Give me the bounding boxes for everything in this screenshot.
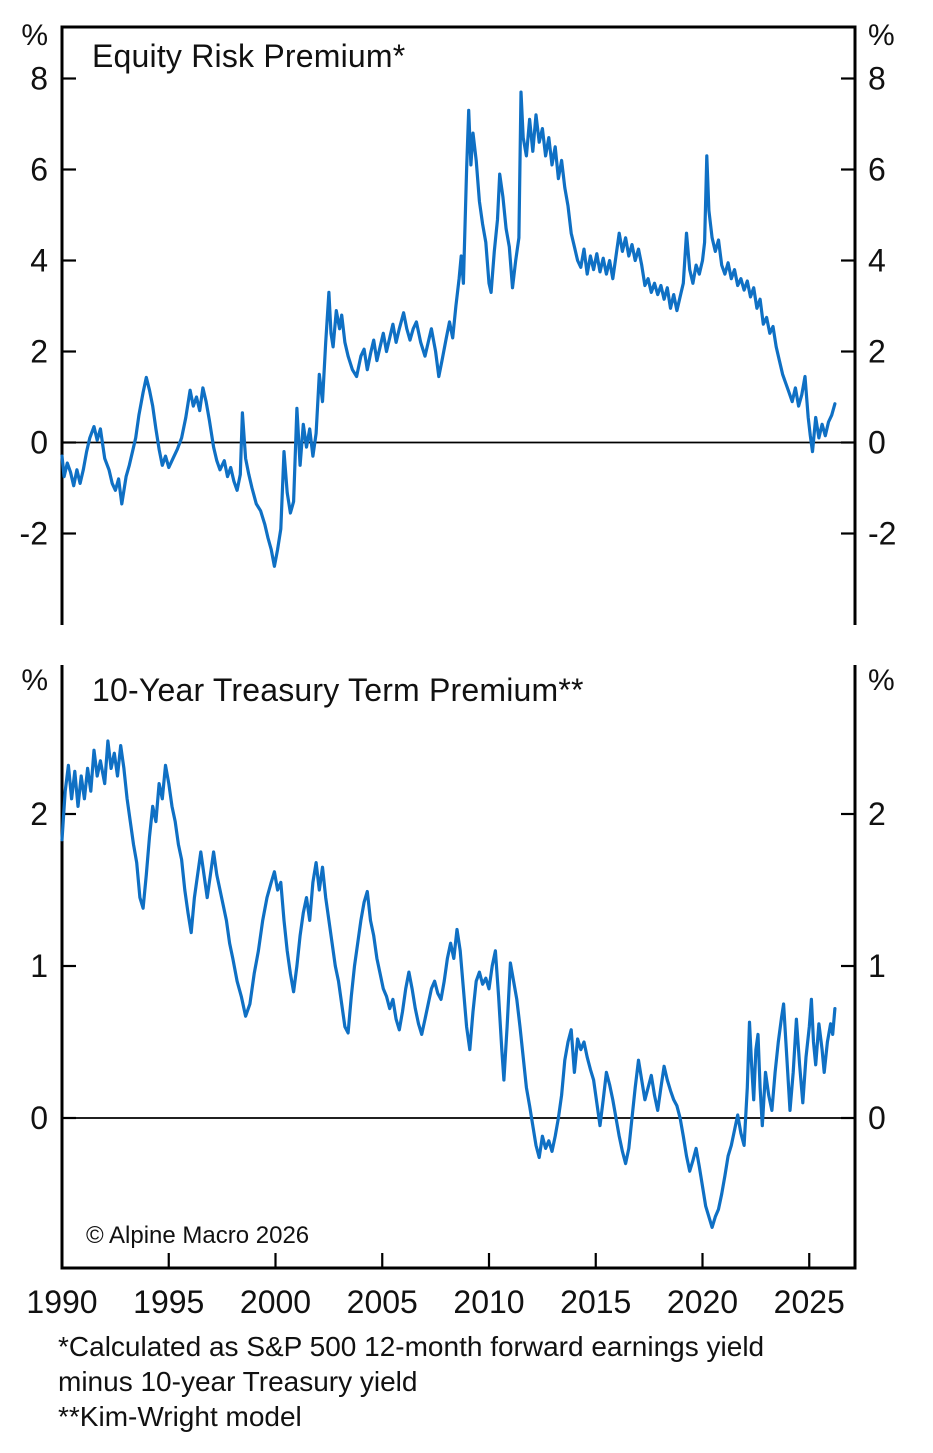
panel-2-line-series xyxy=(60,739,837,1229)
copyright-note: © Alpine Macro 2026 xyxy=(86,1222,310,1249)
x-tick-label: 2010 xyxy=(453,1284,524,1320)
panel-1-y-tick-label-right: 2 xyxy=(868,334,886,370)
panel-1-y-tick-label-left: 0 xyxy=(30,425,48,461)
panel-2-unit-label-left: % xyxy=(21,664,48,697)
panel-1-y-tick-label-left: 2 xyxy=(30,334,48,370)
panel-1-y-tick-label-right: 4 xyxy=(868,243,886,279)
panel-1-y-tick-label-left: -2 xyxy=(20,516,48,552)
panel-2-unit-label-right: % xyxy=(868,664,895,697)
panel-2-y-tick-label-right: 1 xyxy=(868,948,886,984)
footnote-line-1: *Calculated as S&P 500 12-month forward … xyxy=(58,1331,765,1362)
panel-2-title: 10-Year Treasury Term Premium** xyxy=(92,672,584,708)
panel-1-y-tick-label-left: 4 xyxy=(30,243,48,279)
panel-1-y-tick-label-right: 8 xyxy=(868,61,886,97)
footnote-line-3: **Kim-Wright model xyxy=(58,1401,302,1432)
panel-1-title: Equity Risk Premium* xyxy=(92,38,406,74)
panel-2-y-tick-label-left: 2 xyxy=(30,796,48,832)
footnote-line-2: minus 10-year Treasury yield xyxy=(58,1366,418,1397)
footnotes: *Calculated as S&P 500 12-month forward … xyxy=(58,1329,764,1434)
panel-2-y-tick-label-right: 2 xyxy=(868,796,886,832)
panel-2-y-tick-label-left: 0 xyxy=(30,1100,48,1136)
panel-1-unit-label-left: % xyxy=(21,19,48,52)
panel-1-y-tick-label-right: 6 xyxy=(868,152,886,188)
panel-2-y-tick-label-left: 1 xyxy=(30,948,48,984)
x-tick-label: 2000 xyxy=(240,1284,311,1320)
x-tick-label: 1990 xyxy=(26,1284,97,1320)
panel-1-unit-label-right: % xyxy=(868,19,895,52)
panel-2-y-tick-label-right: 0 xyxy=(868,1100,886,1136)
x-tick-label: 1995 xyxy=(133,1284,204,1320)
x-tick-label: 2015 xyxy=(560,1284,631,1320)
panel-1-y-tick-label-right: 0 xyxy=(868,425,886,461)
x-tick-label: 2005 xyxy=(347,1284,418,1320)
panel-1-y-tick-label-left: 6 xyxy=(30,152,48,188)
x-tick-label: 2025 xyxy=(774,1284,845,1320)
x-tick-label: 2020 xyxy=(667,1284,738,1320)
panel-1-y-tick-label-left: 8 xyxy=(30,61,48,97)
panel-1-line-series xyxy=(60,90,837,568)
panel-1-y-tick-label-right: -2 xyxy=(868,516,896,552)
